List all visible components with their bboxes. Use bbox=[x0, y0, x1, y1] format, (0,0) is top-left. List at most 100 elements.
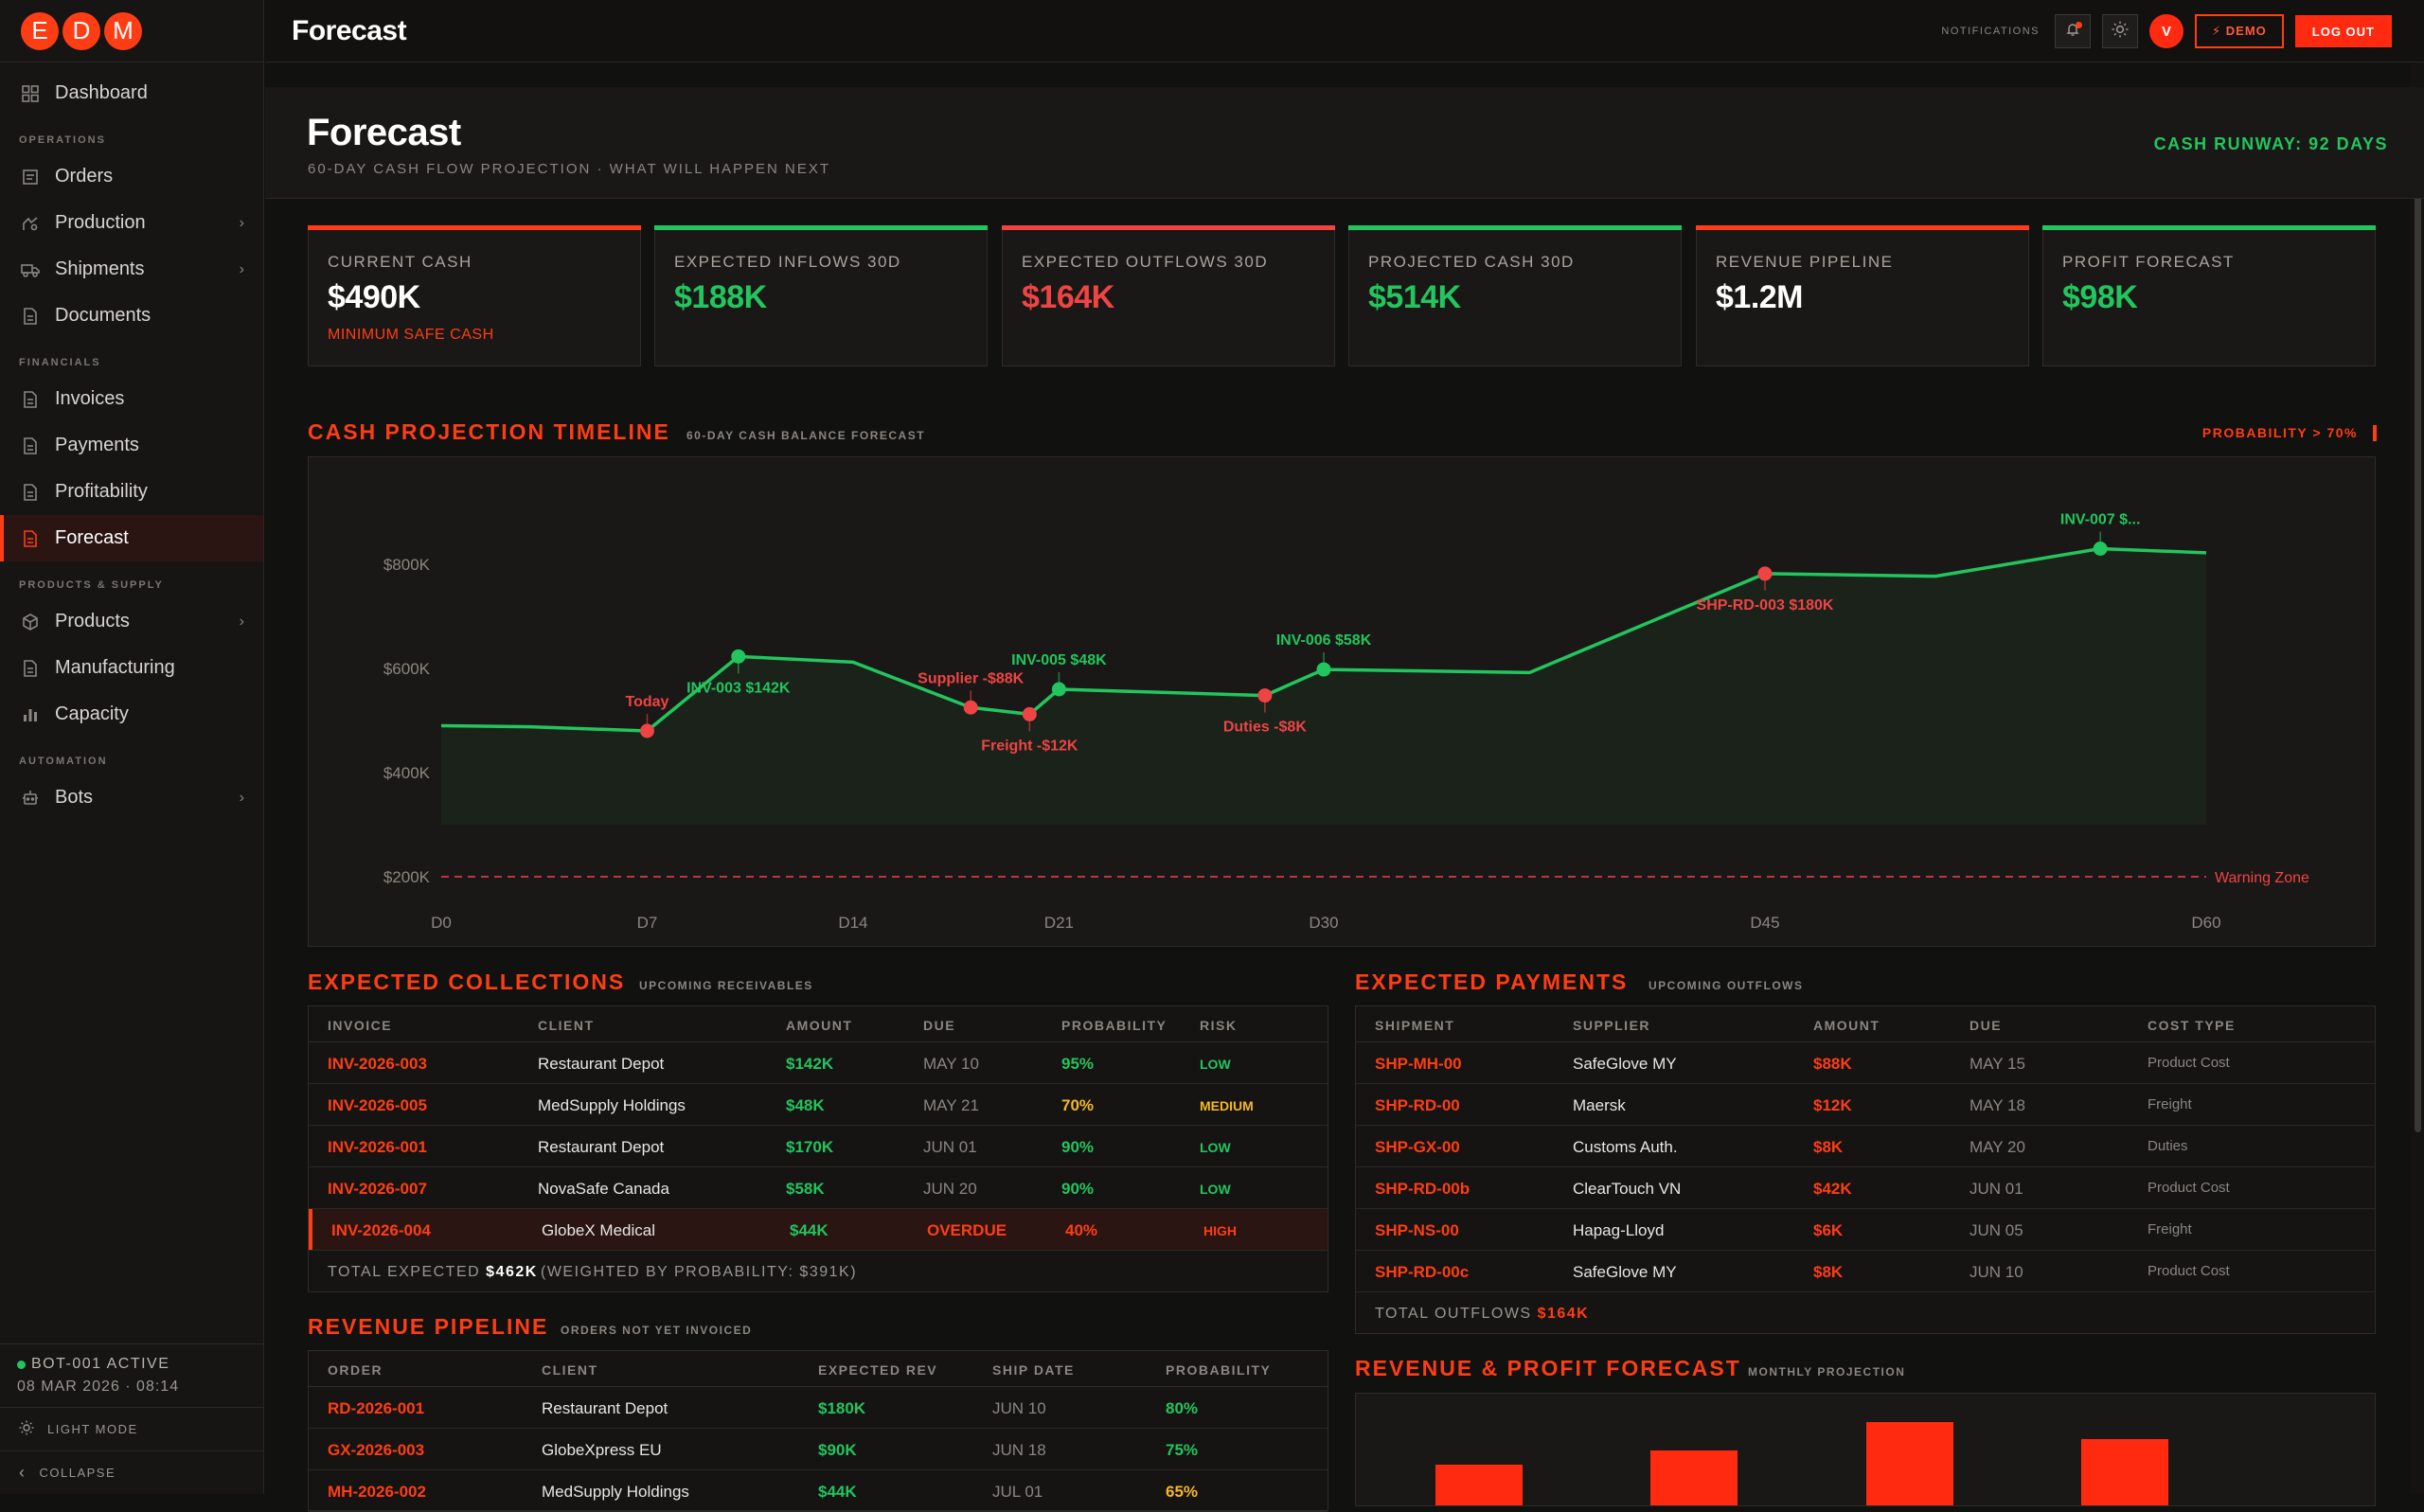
sidebar-footer: BOT-001 ACTIVE 08 MAR 2026 · 08:14 LIGHT… bbox=[0, 1343, 264, 1494]
table-row[interactable]: SHP-RD-00c SafeGlove MY $8K JUN 10 Produ… bbox=[1356, 1251, 2375, 1292]
sidebar-item-profitability[interactable]: Profitability bbox=[0, 469, 263, 515]
collections-subtitle: UPCOMING RECEIVABLES bbox=[639, 979, 813, 992]
column-header[interactable]: AMOUNT bbox=[1813, 1018, 1880, 1033]
due-cell: MAY 18 bbox=[1970, 1096, 2025, 1114]
total-value: $462K bbox=[486, 1264, 538, 1280]
column-header[interactable]: EXPECTED REV bbox=[818, 1362, 938, 1378]
sidebar-item-bots[interactable]: Bots › bbox=[0, 774, 263, 821]
invoice-link[interactable]: INV-2026-001 bbox=[328, 1138, 427, 1156]
table-row[interactable]: MH-2026-002 MedSupply Holdings $44K JUL … bbox=[309, 1470, 1328, 1512]
cost-type-cell: Freight bbox=[2148, 1221, 2192, 1237]
sidebar-item-dashboard[interactable]: Dashboard bbox=[0, 70, 263, 116]
due-cell: JUN 10 bbox=[1970, 1263, 2023, 1281]
table-row[interactable]: INV-2026-005 MedSupply Holdings $48K MAY… bbox=[309, 1084, 1328, 1126]
amount-cell: $170K bbox=[786, 1138, 834, 1156]
kpi-card: PROJECTED CASH 30D $514K bbox=[1348, 225, 1682, 366]
user-avatar[interactable]: V bbox=[2149, 14, 2184, 48]
column-header[interactable]: DUE bbox=[1970, 1018, 2003, 1033]
sidebar-item-capacity[interactable]: Capacity bbox=[0, 691, 263, 738]
column-header[interactable]: PROBABILITY bbox=[1166, 1362, 1272, 1378]
table-row[interactable]: INV-2026-007 NovaSafe Canada $58K JUN 20… bbox=[309, 1167, 1328, 1209]
column-header[interactable]: ORDER bbox=[328, 1362, 383, 1378]
light-mode-label: LIGHT MODE bbox=[47, 1422, 138, 1436]
shipment-link[interactable]: SHP-RD-00b bbox=[1375, 1180, 1470, 1198]
table-row[interactable]: INV-2026-001 Restaurant Depot $170K JUN … bbox=[309, 1126, 1328, 1167]
column-header[interactable]: CLIENT bbox=[542, 1362, 598, 1378]
probability-cell: 95% bbox=[1061, 1055, 1095, 1073]
column-header[interactable]: SUPPLIER bbox=[1573, 1018, 1651, 1033]
sidebar-item-label: Bots bbox=[55, 787, 94, 808]
brand-logo[interactable]: E D M bbox=[0, 0, 263, 62]
column-header[interactable]: SHIPMENT bbox=[1375, 1018, 1455, 1033]
sidebar-item-manufacturing[interactable]: Manufacturing bbox=[0, 645, 263, 691]
sidebar-item-payments[interactable]: Payments bbox=[0, 422, 263, 469]
table-row[interactable]: SHP-MH-00 SafeGlove MY $88K MAY 15 Produ… bbox=[1356, 1042, 2375, 1084]
scrollbar-thumb[interactable] bbox=[2415, 129, 2421, 1132]
light-mode-toggle[interactable]: LIGHT MODE bbox=[0, 1407, 264, 1450]
column-header[interactable]: PROBABILITY bbox=[1061, 1018, 1167, 1033]
order-link[interactable]: MH-2026-002 bbox=[328, 1483, 426, 1501]
bot-status-text: BOT-001 ACTIVE bbox=[31, 1356, 170, 1372]
notifications-button[interactable] bbox=[2055, 14, 2092, 48]
column-header[interactable]: COST TYPE bbox=[2148, 1018, 2236, 1033]
revenue-bar bbox=[2081, 1439, 2168, 1505]
table-row[interactable]: SHP-GX-00 Customs Auth. $8K MAY 20 Dutie… bbox=[1356, 1126, 2375, 1167]
order-link[interactable]: GX-2026-003 bbox=[328, 1441, 425, 1459]
sidebar-item-production[interactable]: Production › bbox=[0, 200, 263, 246]
cash-area-fill bbox=[441, 548, 2206, 825]
sidebar-item-invoices[interactable]: Invoices bbox=[0, 376, 263, 422]
demo-button[interactable]: ⚡ DEMO bbox=[2195, 14, 2284, 48]
kpi-label: REVENUE PIPELINE bbox=[1716, 253, 1894, 271]
invoice-link[interactable]: INV-2026-007 bbox=[328, 1180, 427, 1198]
invoice-link[interactable]: INV-2026-003 bbox=[328, 1055, 427, 1073]
due-cell: MAY 15 bbox=[1970, 1055, 2025, 1073]
sidebar-item-products[interactable]: Products › bbox=[0, 598, 263, 645]
sidebar-item-orders[interactable]: Orders bbox=[0, 153, 263, 200]
shipment-link[interactable]: SHP-NS-00 bbox=[1375, 1221, 1459, 1239]
sidebar-item-label: Production bbox=[55, 212, 146, 233]
sidebar-item-label: Dashboard bbox=[55, 82, 148, 103]
invoice-link[interactable]: INV-2026-004 bbox=[331, 1221, 431, 1239]
theme-toggle-button[interactable] bbox=[2102, 14, 2139, 48]
cash-projection-svg: $200K $400K $600K $800K D0 D7 D14 D21 D30 D45 D60 W… bbox=[383, 512, 2309, 933]
column-header[interactable]: DUE bbox=[923, 1018, 956, 1033]
sidebar-item-shipments[interactable]: Shipments › bbox=[0, 246, 263, 293]
sun-icon bbox=[2112, 21, 2129, 43]
page-scrollbar[interactable] bbox=[2411, 62, 2424, 1494]
table-row[interactable]: RD-2026-001 Restaurant Depot $180K JUN 1… bbox=[309, 1387, 1328, 1429]
table-row[interactable]: INV-2026-003 Restaurant Depot $142K MAY … bbox=[309, 1042, 1328, 1084]
table-row[interactable]: SHP-RD-00 Maersk $12K MAY 18 Freight bbox=[1356, 1084, 2375, 1126]
sidebar-item-documents[interactable]: Documents bbox=[0, 293, 263, 339]
table-row[interactable]: SHP-NS-00 Hapag-Lloyd $6K JUN 05 Freight bbox=[1356, 1209, 2375, 1251]
probability-cell: 70% bbox=[1061, 1096, 1095, 1114]
column-header[interactable]: RISK bbox=[1200, 1018, 1238, 1033]
table-row[interactable]: INV-2026-004 GlobeX Medical $44K OVERDUE… bbox=[309, 1209, 1328, 1251]
due-cell: OVERDUE bbox=[927, 1221, 1007, 1239]
kpi-accent-bar bbox=[1696, 225, 2029, 230]
page-header: Forecast 60-DAY CASH FLOW PROJECTION · W… bbox=[265, 87, 2424, 199]
pipeline-table: ORDER CLIENT EXPECTED REV SHIP DATE PROB… bbox=[308, 1350, 1328, 1512]
cost-type-cell: Product Cost bbox=[2148, 1263, 2230, 1279]
table-row[interactable]: SHP-RD-00b ClearTouch VN $42K JUN 01 Pro… bbox=[1356, 1167, 2375, 1209]
shipment-link[interactable]: SHP-GX-00 bbox=[1375, 1138, 1460, 1156]
shipment-link[interactable]: SHP-MH-00 bbox=[1375, 1055, 1462, 1073]
column-header[interactable]: CLIENT bbox=[538, 1018, 595, 1033]
payments-title: EXPECTED PAYMENTS bbox=[1355, 969, 1629, 994]
shipment-link[interactable]: SHP-RD-00c bbox=[1375, 1263, 1470, 1281]
column-header[interactable]: SHIP DATE bbox=[992, 1362, 1075, 1378]
order-link[interactable]: RD-2026-001 bbox=[328, 1399, 425, 1417]
logout-button[interactable]: LOG OUT bbox=[2294, 15, 2392, 47]
kpi-label: EXPECTED INFLOWS 30D bbox=[674, 253, 901, 271]
collapse-button[interactable]: ‹ COLLAPSE bbox=[0, 1450, 264, 1494]
table-header: ORDER CLIENT EXPECTED REV SHIP DATE PROB… bbox=[309, 1351, 1328, 1387]
x-tick-label: D21 bbox=[1044, 914, 1074, 932]
table-row[interactable]: GX-2026-003 GlobeXpress EU $90K JUN 18 7… bbox=[309, 1429, 1328, 1470]
kpi-card: EXPECTED INFLOWS 30D $188K bbox=[654, 225, 988, 366]
column-header[interactable]: INVOICE bbox=[328, 1018, 393, 1033]
client-cell: Restaurant Depot bbox=[538, 1055, 665, 1073]
logo-letter-d: D bbox=[62, 11, 100, 50]
invoice-link[interactable]: INV-2026-005 bbox=[328, 1096, 427, 1114]
sidebar-item-forecast[interactable]: Forecast bbox=[0, 515, 263, 561]
column-header[interactable]: AMOUNT bbox=[786, 1018, 853, 1033]
shipment-link[interactable]: SHP-RD-00 bbox=[1375, 1096, 1460, 1114]
